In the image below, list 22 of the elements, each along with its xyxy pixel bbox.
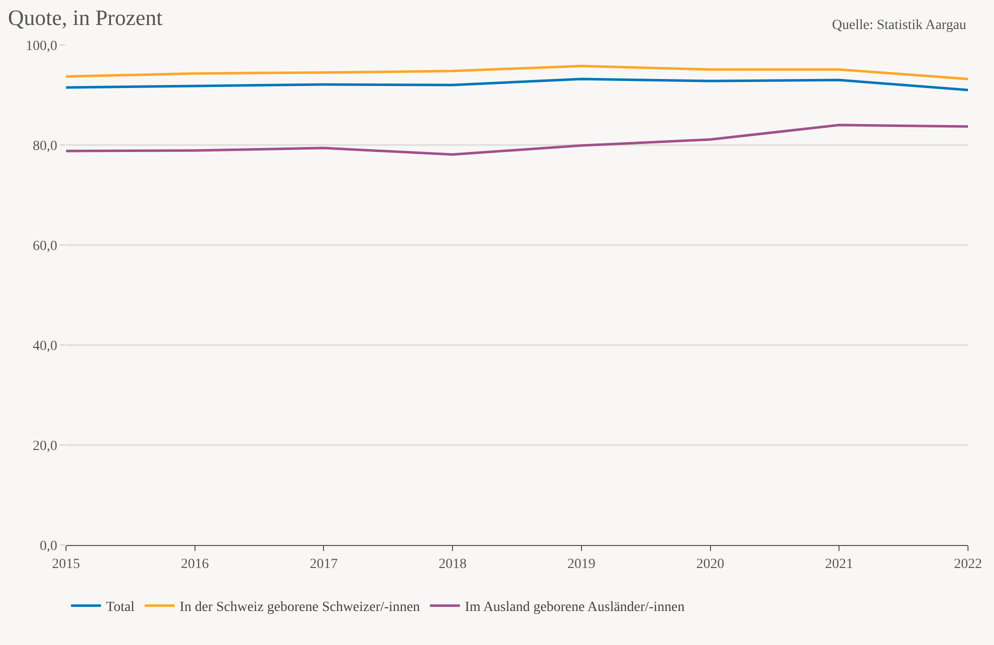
legend-label: In der Schweiz geborene Schweizer/-innen [180, 600, 420, 616]
line-series [66, 78, 968, 92]
x-tick-label: 2022 [954, 556, 982, 572]
y-tick-label: 20,0 [32, 438, 58, 454]
x-tick-label: 2016 [180, 556, 209, 572]
x-tick-label: 2017 [310, 556, 338, 572]
y-tick-label: 40,0 [32, 338, 58, 354]
y-tick-label: 80,0 [32, 138, 58, 154]
y-tick-label: 100,0 [26, 38, 58, 54]
line-series [66, 124, 968, 156]
x-tick-label: 2015 [52, 556, 80, 572]
legend-label: Im Ausland geborene Ausländer/-innen [464, 600, 685, 616]
source-note: Quelle: Statistik Aargau [832, 18, 966, 33]
x-tick-label: 2018 [438, 556, 467, 572]
chart-title: Quote, in Prozent [8, 5, 163, 30]
x-tick-label: 2019 [567, 556, 596, 572]
x-tick-label: 2021 [825, 556, 854, 572]
y-tick-label: 60,0 [32, 238, 58, 254]
legend-label: Total [106, 600, 135, 616]
x-tick-label: 2020 [696, 556, 724, 572]
line-series [66, 64, 968, 80]
y-tick-label: 0,0 [40, 538, 58, 554]
